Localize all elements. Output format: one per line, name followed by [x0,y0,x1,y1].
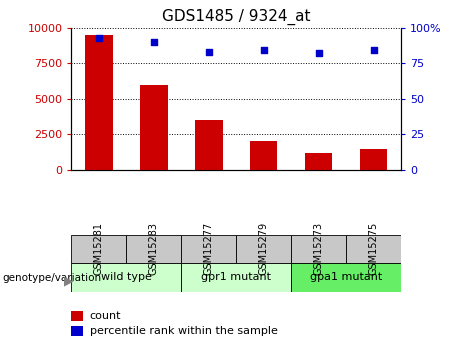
Point [150,39,158,45]
Bar [85,35,112,170]
Bar [71,326,83,336]
Bar [360,149,387,170]
Text: ▶: ▶ [64,275,73,288]
Point [315,50,322,56]
Bar [181,263,291,292]
Text: GSM15273: GSM15273 [313,222,324,275]
Bar [140,85,168,170]
Bar [71,235,126,263]
Title: GDS1485 / 9324_at: GDS1485 / 9324_at [162,9,311,25]
Point [260,48,267,53]
Bar [71,263,181,292]
Text: wild type: wild type [101,272,152,282]
Text: gpr1 mutant: gpr1 mutant [201,272,271,282]
Text: genotype/variation: genotype/variation [2,273,101,283]
Bar [291,263,401,292]
Bar [291,235,346,263]
Bar [236,235,291,263]
Bar [250,141,278,170]
Text: GSM15279: GSM15279 [259,222,269,275]
Point [95,35,103,40]
Bar [305,153,332,170]
Text: percentile rank within the sample: percentile rank within the sample [89,326,278,336]
Point [205,49,213,55]
Bar [195,120,223,170]
Bar [126,235,181,263]
Bar [346,235,401,263]
Text: count: count [89,311,121,321]
Bar [71,310,83,321]
Bar [181,235,236,263]
Text: GSM15277: GSM15277 [204,222,214,275]
Text: GSM15283: GSM15283 [149,222,159,275]
Text: GSM15281: GSM15281 [94,222,104,275]
Text: gpa1 mutant: gpa1 mutant [310,272,382,282]
Point [370,48,377,53]
Text: GSM15275: GSM15275 [369,222,378,275]
